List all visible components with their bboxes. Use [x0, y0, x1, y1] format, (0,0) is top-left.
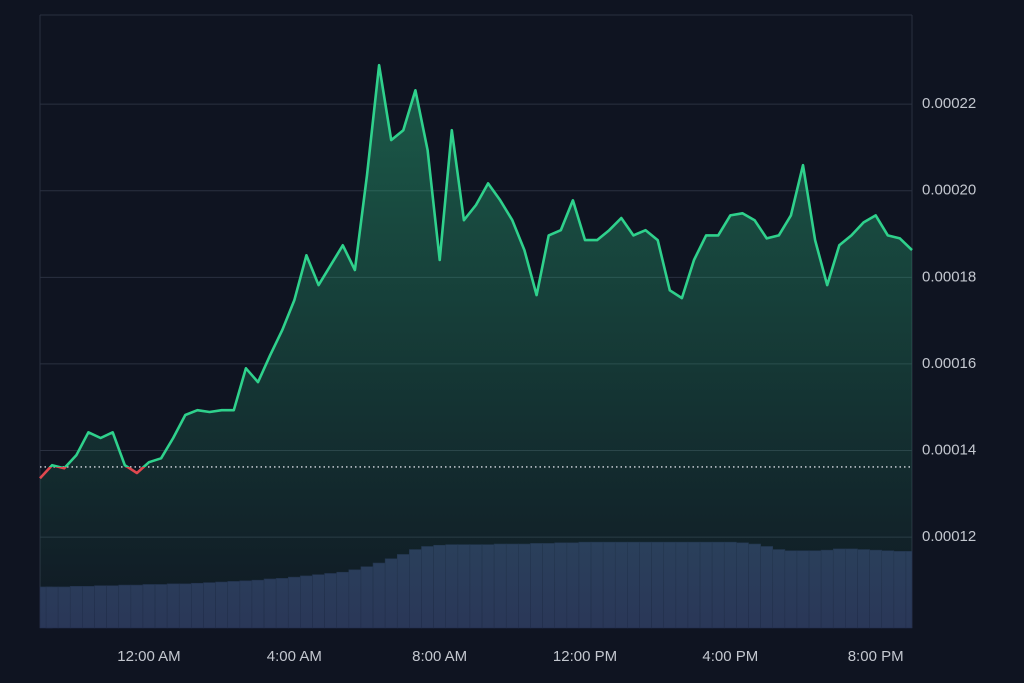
y-tick-label: 0.00020	[922, 182, 976, 199]
y-tick-label: 0.00014	[922, 441, 976, 458]
x-tick-label: 4:00 AM	[267, 648, 322, 665]
y-tick-label: 0.00016	[922, 355, 976, 372]
x-tick-label: 12:00 AM	[117, 648, 180, 665]
price-area	[40, 65, 912, 628]
x-tick-label: 8:00 PM	[848, 648, 904, 665]
price-line	[48, 63, 913, 467]
x-tick-label: 8:00 AM	[412, 648, 467, 665]
y-tick-label: 0.00012	[922, 528, 976, 545]
y-tick-label: 0.00022	[922, 95, 976, 112]
x-tick-label: 12:00 PM	[553, 648, 617, 665]
y-tick-label: 0.00018	[922, 268, 976, 285]
x-tick-label: 4:00 PM	[702, 648, 758, 665]
